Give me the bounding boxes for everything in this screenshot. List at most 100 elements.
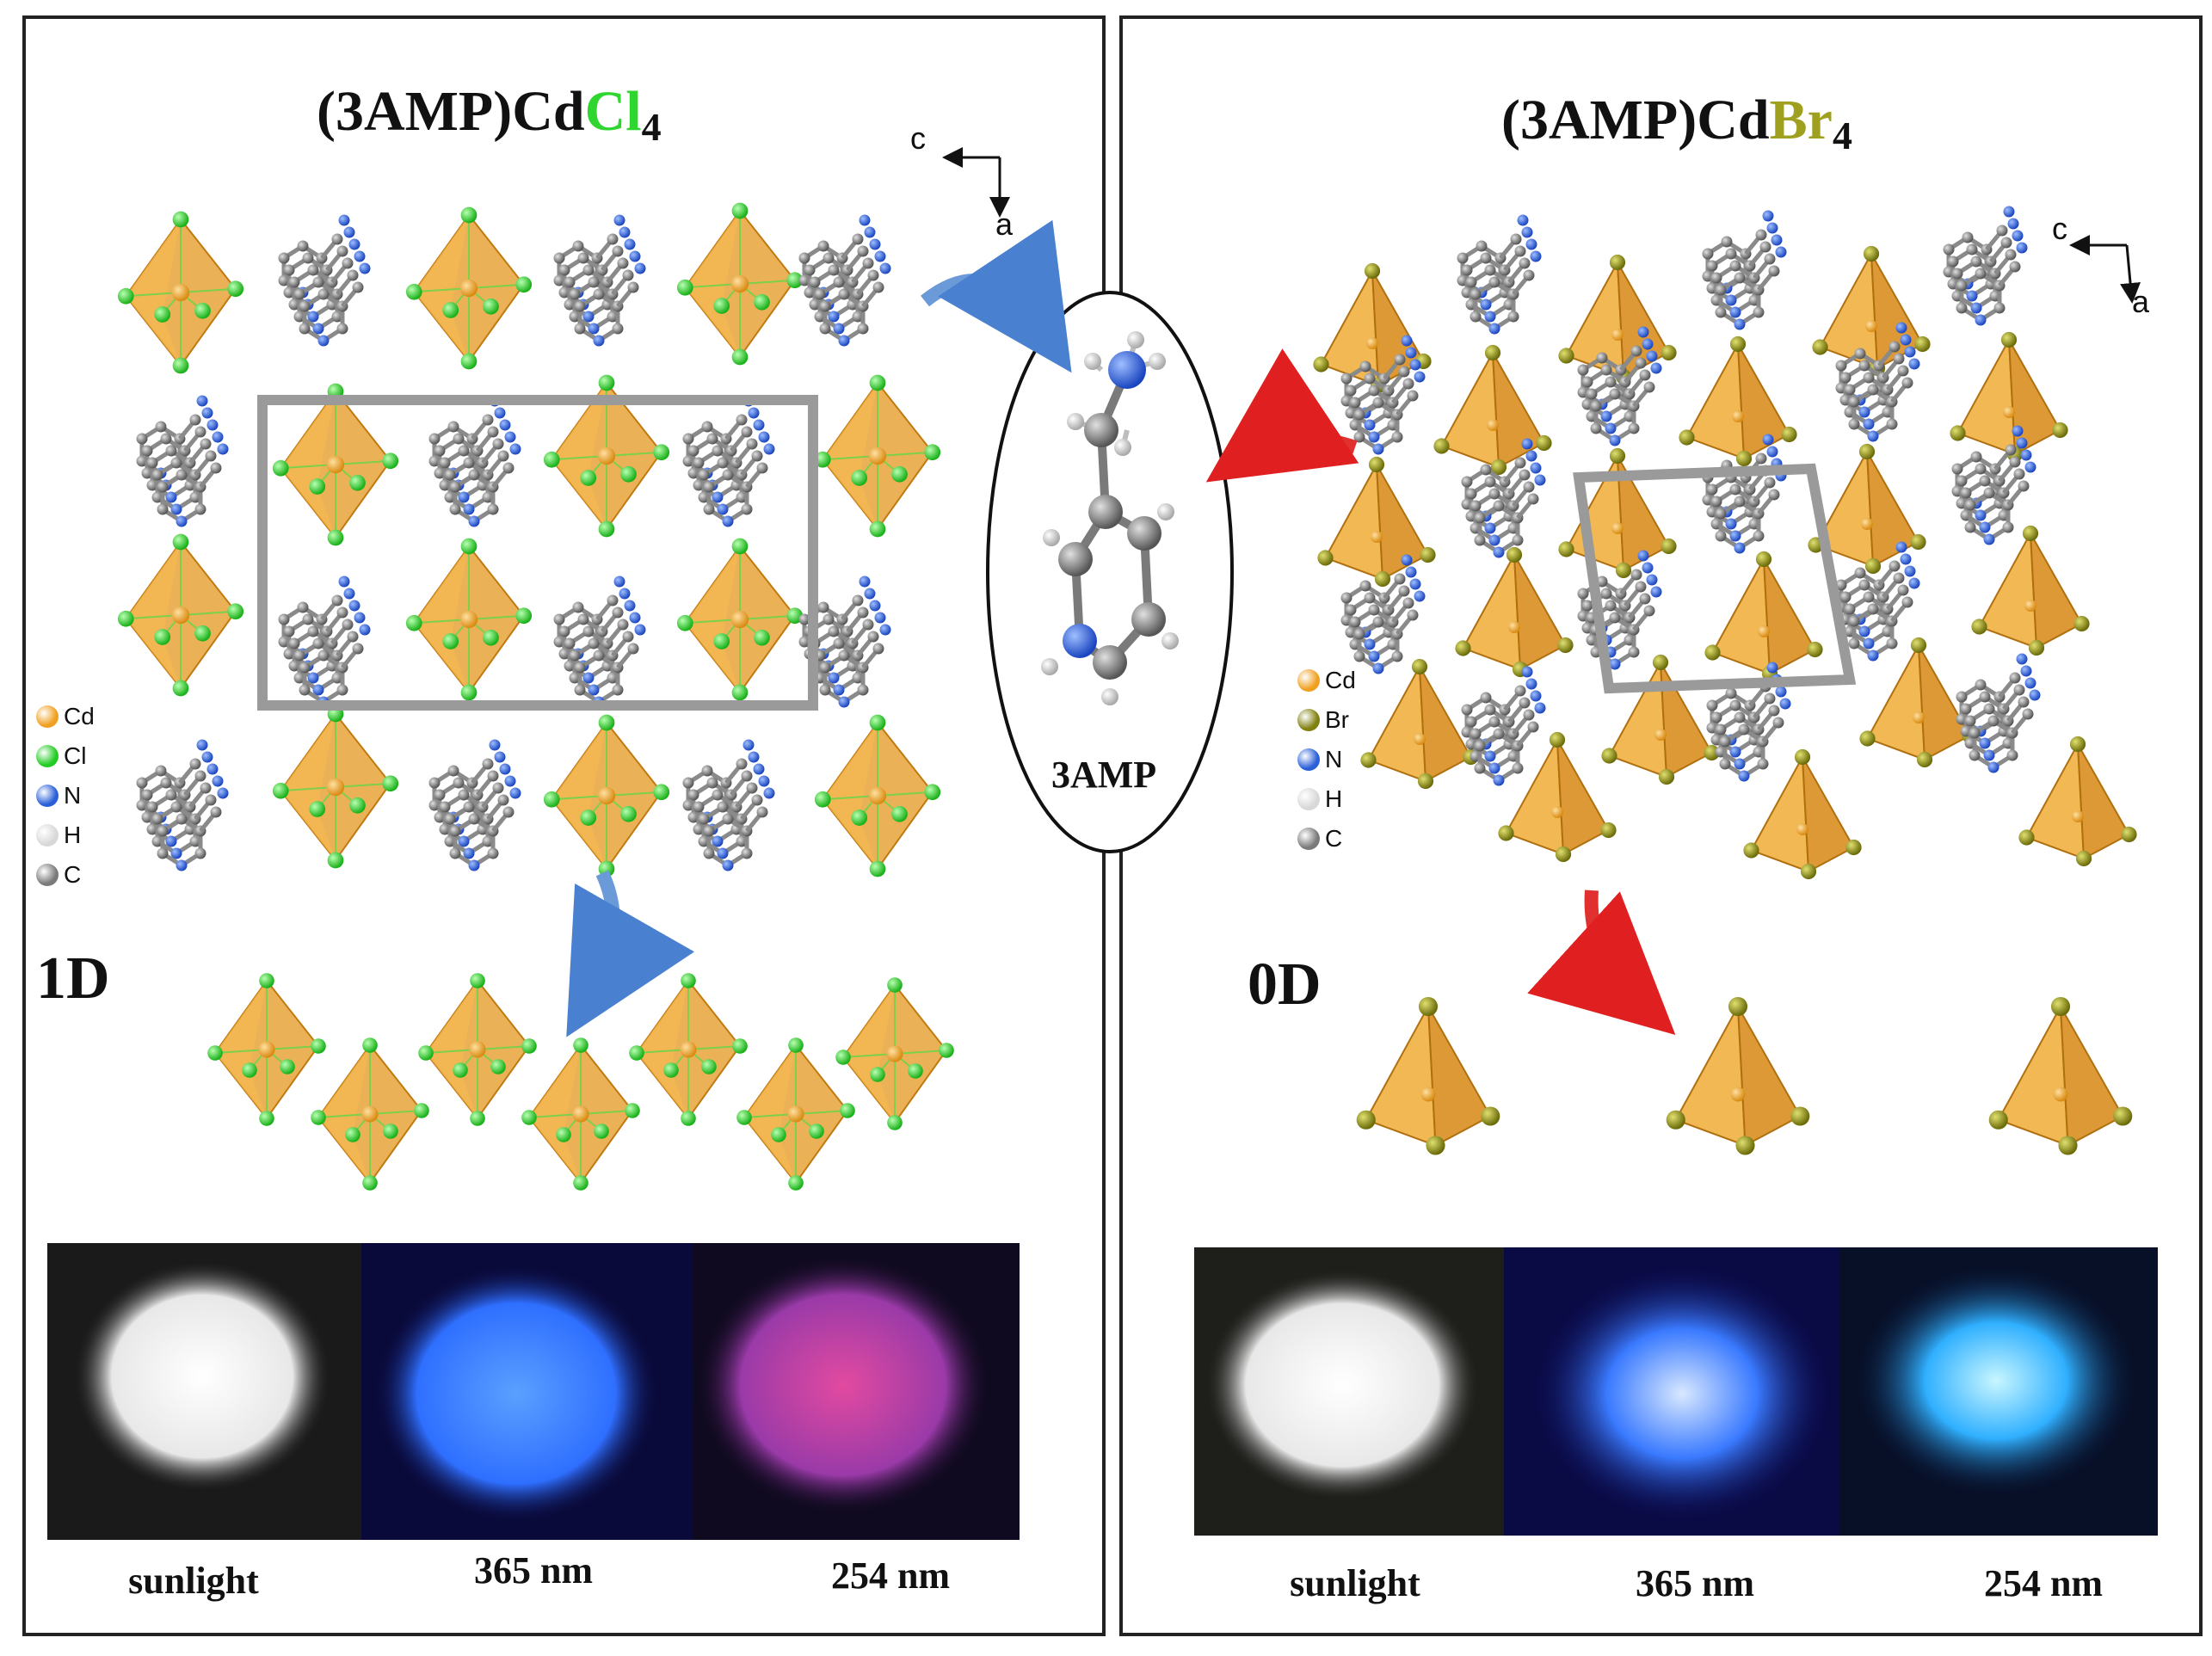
right-axis-c-label: c (2052, 211, 2067, 246)
carbon-atom (1084, 413, 1118, 447)
cdbr4-tetrahedron (1679, 336, 1797, 467)
legend-atom-swatch (36, 705, 59, 728)
cdbr4-tetrahedron (1498, 731, 1617, 863)
left-legend-item: Cl (36, 736, 95, 776)
left-legend-item: Cd (36, 697, 95, 736)
chain-octahedron (418, 973, 537, 1126)
left-photo-strip (47, 1243, 1020, 1540)
cdcl6-octahedron (676, 202, 804, 366)
chain-octahedron (835, 977, 954, 1130)
isolated-cdbr4-tetrahedron (1988, 996, 2133, 1155)
cdcl6-octahedron (405, 206, 533, 370)
hydrogen-atom (1043, 529, 1060, 546)
3amp-cation-stack (1835, 322, 1920, 442)
cdcl6-octahedron (405, 538, 533, 701)
3amp-cation-stack (553, 214, 646, 347)
legend-atom-label: N (64, 782, 82, 809)
cdcl6-octahedron (117, 533, 244, 697)
right-axis-a-label: a (2132, 284, 2150, 319)
3amp-cation-stack (136, 739, 229, 871)
hydrogen-atom (1101, 688, 1118, 705)
3amp-cation-stack (798, 576, 891, 708)
right-axis-indicator (2069, 235, 2141, 304)
3amp-cation-stack (1340, 554, 1426, 674)
legend-atom-label: Cd (1325, 667, 1356, 693)
arrow-left-to-molecule (921, 219, 1072, 373)
cdbr4-tetrahedron (1317, 456, 1436, 588)
right-unit-cell (1573, 463, 1857, 694)
cdbr4-tetrahedron (1950, 331, 2068, 463)
3amp-molecule-model (1041, 331, 1179, 705)
3amp-cation-stack (1577, 326, 1662, 446)
legend-atom-swatch (36, 864, 59, 886)
hydrogen-atom (1149, 353, 1166, 370)
3amp-molecule-outline (986, 291, 1234, 853)
cdbr4-tetrahedron (1433, 344, 1552, 476)
left-caption-254nm: 254 nm (830, 1554, 951, 1597)
3amp-cation-stack (1835, 541, 1920, 662)
right-photo-strip (1194, 1247, 2158, 1536)
cdcl6-octahedron (272, 705, 399, 869)
arrow-left-to-chain (566, 870, 695, 1037)
1d-octahedra-chain (207, 973, 954, 1191)
cdbr4-tetrahedron (1558, 447, 1677, 579)
0d-isolated-tetrahedra (1356, 996, 2133, 1155)
legend-atom-swatch (36, 745, 59, 767)
cdbr4-crystal-structure (1313, 206, 2137, 880)
cdbr4-tetrahedron (1808, 443, 1926, 575)
left-caption-sunlight: sunlight (128, 1560, 259, 1602)
hydrogen-atom (1157, 503, 1174, 520)
left-axis-c-label: c (910, 120, 926, 156)
left-caption-365nm: 365 nm (473, 1549, 594, 1591)
hydrogen-atom (1114, 439, 1131, 456)
legend-atom-label: C (1325, 825, 1343, 852)
left-legend-item: C (36, 855, 95, 895)
hydrogen-atom (1067, 413, 1084, 430)
chain-octahedron (736, 1037, 855, 1191)
cdcl6-octahedron (117, 211, 244, 374)
cdbr4-tetrahedron (1971, 525, 2090, 656)
legend-atom-swatch (1297, 788, 1320, 810)
right-panel-title: (3AMP)CdBr4 (1501, 89, 1852, 157)
hydrogen-atom (1041, 658, 1058, 675)
cdbr4-tetrahedron (1743, 748, 1862, 880)
isolated-cdbr4-tetrahedron (1356, 996, 1500, 1155)
carbon-atom (1088, 495, 1123, 529)
3amp-cation-stack (428, 395, 521, 527)
legend-atom-label: Br (1325, 706, 1349, 733)
left-axis-indicator (942, 147, 1010, 218)
cdcl6-octahedron (543, 714, 670, 877)
cdbr4-tetrahedron (1704, 551, 1823, 682)
3amp-cation-stack (278, 214, 371, 347)
chain-octahedron (207, 973, 326, 1126)
hydrogen-atom (1161, 632, 1179, 649)
legend-atom-label: Cd (64, 703, 95, 730)
cdbr4-tetrahedron (1455, 546, 1574, 678)
cdcl6-octahedron (543, 374, 670, 538)
3amp-cation-stack (682, 395, 775, 527)
nitrogen-atom (1063, 624, 1097, 658)
legend-atom-label: Cl (64, 742, 87, 769)
chain-octahedron (521, 1037, 640, 1191)
nitrogen-atom (1108, 351, 1146, 389)
left-panel-title: (3AMP)CdCl4 (317, 80, 662, 149)
left-legend-item: N (36, 776, 95, 816)
cdcl6-octahedron (272, 383, 399, 546)
3amp-cation-stack (1461, 438, 1546, 558)
right-legend-item: Cd (1297, 661, 1356, 700)
cdbr4-tetrahedron (1601, 654, 1720, 785)
3amp-cation-stack (1457, 214, 1542, 335)
legend-atom-swatch (1297, 709, 1320, 731)
cdcl6-octahedron (814, 714, 941, 877)
arrow-right-to-molecule (1205, 348, 1359, 483)
cdcl4-crystal-structure (117, 202, 941, 877)
3amp-cation-stack (1951, 425, 2036, 545)
arrow-right-to-tetrahedra (1527, 890, 1676, 1036)
chain-octahedron (629, 973, 748, 1126)
3amp-cation-stack (428, 739, 521, 871)
3amp-cation-stack (682, 739, 775, 871)
left-legend: Cd Cl N H C (36, 697, 95, 895)
cdcl6-octahedron (676, 538, 804, 701)
right-legend-item: C (1297, 819, 1356, 859)
